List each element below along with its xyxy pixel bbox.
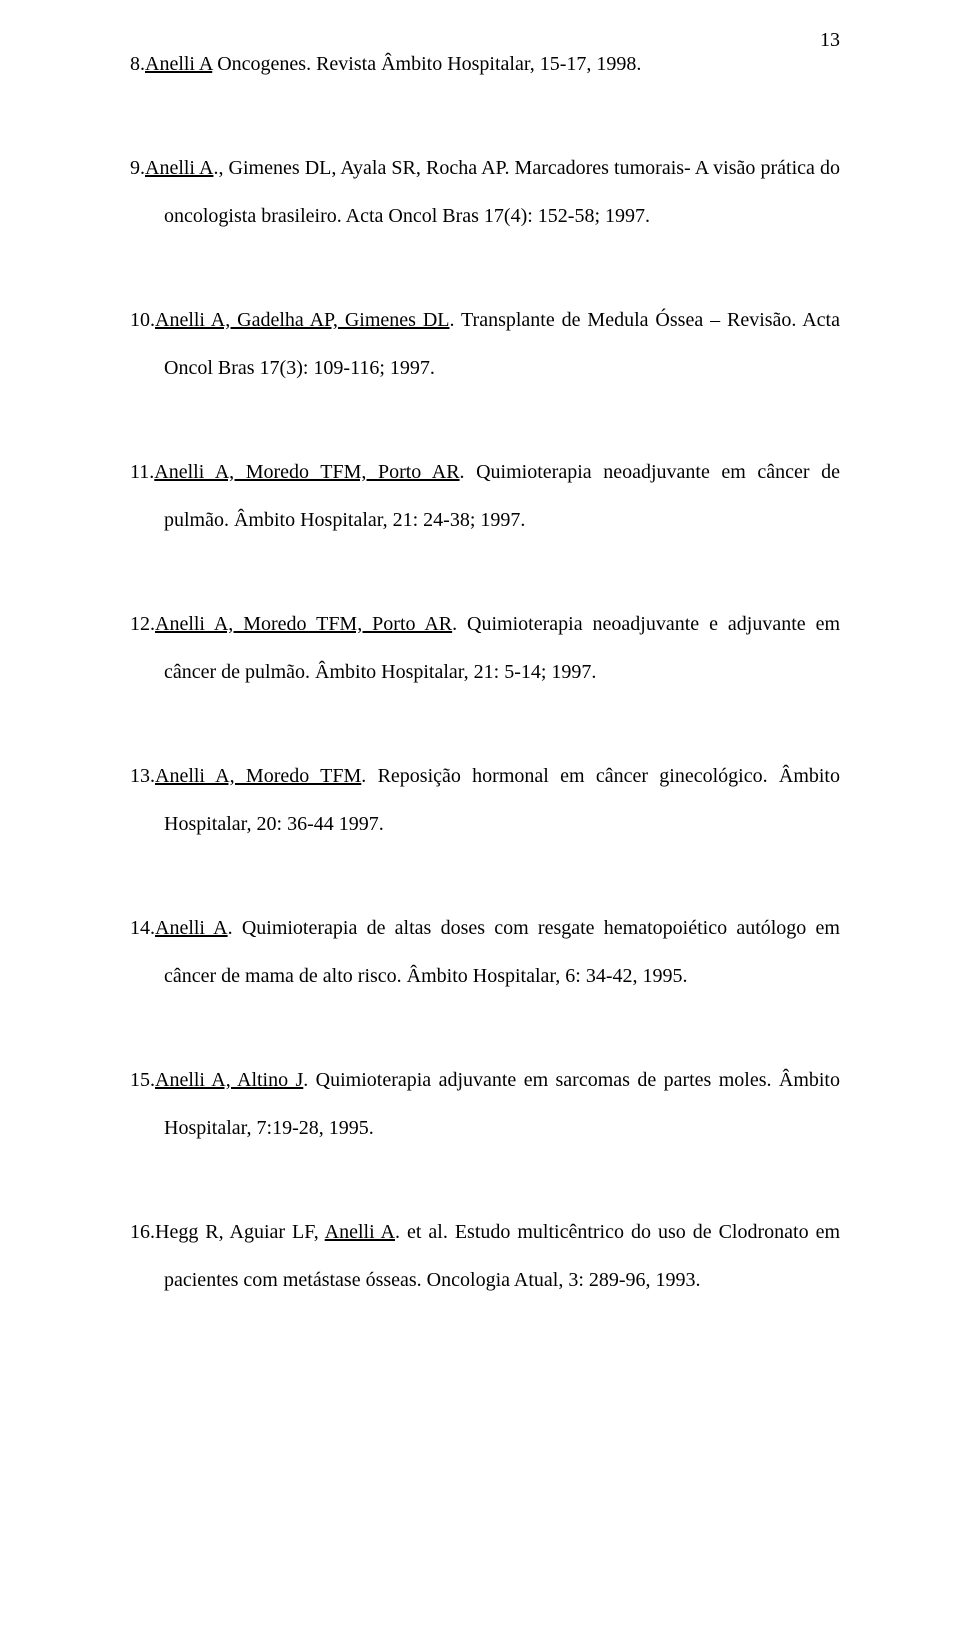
entry-text: Oncogenes. Revista Âmbito Hospitalar, 15…: [212, 53, 641, 75]
entry-text: . Quimioterapia de altas doses com resga…: [164, 917, 840, 987]
entry-number: 11.: [130, 461, 154, 483]
reference-entry: 9.Anelli A., Gimenes DL, Ayala SR, Rocha…: [130, 144, 840, 240]
entry-author: Anelli A: [145, 53, 212, 75]
reference-entry: 11.Anelli A, Moredo TFM, Porto AR. Quimi…: [130, 448, 840, 544]
entry-author: Anelli A, Moredo TFM: [155, 765, 361, 787]
entry-number: 15.: [130, 1069, 155, 1091]
entry-number: 13.: [130, 765, 155, 787]
entry-number: 9.: [130, 157, 145, 179]
entry-number: 12.: [130, 613, 155, 635]
reference-entry: 12.Anelli A, Moredo TFM, Porto AR. Quimi…: [130, 600, 840, 696]
entry-author-pre: Hegg R, Aguiar LF,: [155, 1221, 325, 1243]
entry-number: 16.: [130, 1221, 155, 1243]
reference-entry: 16.Hegg R, Aguiar LF, Anelli A. et al. E…: [130, 1208, 840, 1304]
entry-author: Anelli A, Gadelha AP, Gimenes DL: [155, 309, 450, 331]
entry-author: Anelli A: [325, 1221, 395, 1243]
reference-entry: 14.Anelli A. Quimioterapia de altas dose…: [130, 904, 840, 1000]
page-number: 13: [820, 30, 840, 50]
entry-author: Anelli A: [155, 917, 228, 939]
entry-author: Anelli A: [145, 157, 213, 179]
reference-entry: 8.Anelli A Oncogenes. Revista Âmbito Hos…: [130, 40, 840, 88]
entry-author: Anelli A, Moredo TFM, Porto AR: [155, 613, 452, 635]
entry-number: 10.: [130, 309, 155, 331]
entry-number: 14.: [130, 917, 155, 939]
entry-author: Anelli A, Moredo TFM, Porto AR: [154, 461, 459, 483]
reference-entry: 15.Anelli A, Altino J. Quimioterapia adj…: [130, 1056, 840, 1152]
reference-entry: 10.Anelli A, Gadelha AP, Gimenes DL. Tra…: [130, 296, 840, 392]
entry-text: ., Gimenes DL, Ayala SR, Rocha AP. Marca…: [164, 157, 840, 227]
entry-number: 8.: [130, 53, 145, 75]
reference-entry: 13.Anelli A, Moredo TFM. Reposição hormo…: [130, 752, 840, 848]
entry-author: Anelli A, Altino J: [155, 1069, 303, 1091]
